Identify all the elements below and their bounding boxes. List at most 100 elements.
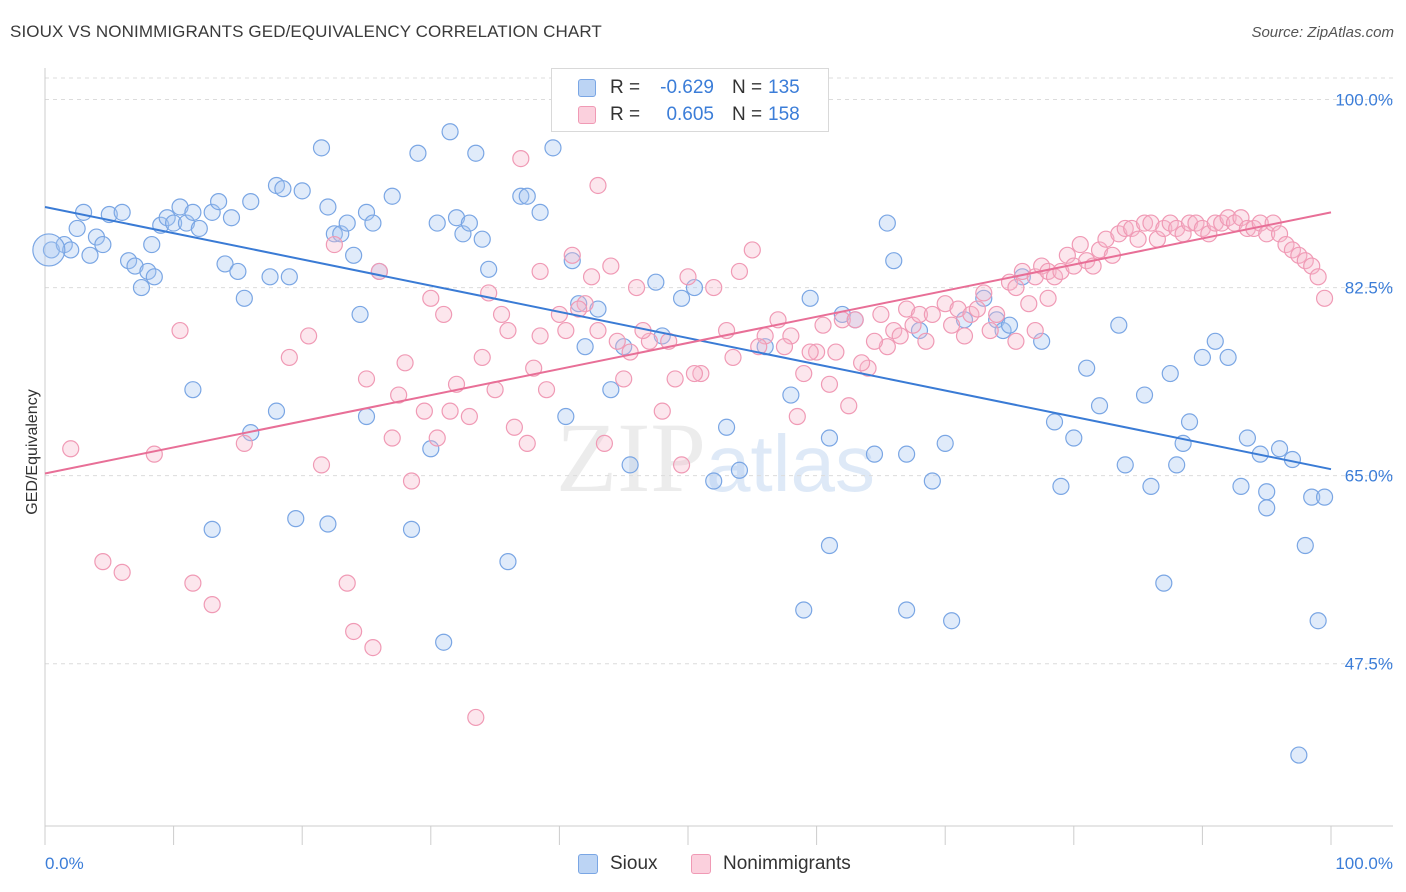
- legend-row-sioux: R = -0.629 N = 135: [552, 73, 828, 99]
- sioux-point: [1045, 413, 1064, 431]
- sioux-point: [1303, 488, 1321, 506]
- nonimmigrants-point: [473, 348, 491, 367]
- nonimmigrants-point: [203, 596, 221, 614]
- sioux-point: [1161, 364, 1179, 383]
- nonimmigrants-point: [460, 407, 478, 426]
- nonimmigrants-point: [679, 268, 697, 286]
- sioux-point: [570, 295, 588, 313]
- y-tick-label: 100.0%: [1335, 90, 1393, 109]
- nonimmigrants-point: [627, 278, 646, 297]
- nonimmigrants-point: [94, 553, 112, 571]
- sioux-point: [402, 520, 421, 538]
- nonimmigrants-point: [396, 354, 414, 372]
- sioux-point: [782, 386, 800, 404]
- nonimmigrants-point: [570, 300, 588, 318]
- nonimmigrants-point: [730, 262, 749, 281]
- sioux-point: [428, 214, 446, 232]
- sioux-point: [267, 402, 286, 420]
- sioux-point: [898, 445, 916, 463]
- sioux-point: [184, 381, 202, 399]
- nonimmigrants-point: [943, 316, 961, 334]
- nonimmigrants-point: [846, 311, 864, 329]
- nonimmigrants-point: [666, 370, 684, 388]
- nonimmigrants-point: [827, 343, 845, 361]
- sioux-point: [94, 235, 112, 254]
- nonimmigrants-point: [685, 364, 704, 383]
- sioux-point: [364, 214, 382, 232]
- nonimmigrants-point: [853, 354, 871, 372]
- sioux-point: [222, 209, 241, 227]
- sioux-point: [42, 241, 61, 259]
- sioux-point: [865, 445, 884, 463]
- sioux-point: [145, 268, 163, 286]
- nonimmigrants-point: [653, 402, 671, 420]
- nonimmigrants-point: [1090, 241, 1109, 259]
- nonimmigrants-point: [505, 418, 523, 436]
- nonimmigrants-point: [1097, 230, 1115, 248]
- sioux-point: [351, 305, 369, 324]
- nonimmigrants-point: [692, 364, 710, 383]
- nonimmigrants-point: [1007, 332, 1025, 350]
- sioux-point: [730, 461, 749, 479]
- nonimmigrants-point: [1309, 268, 1327, 286]
- nonimmigrants-points: [62, 150, 1334, 727]
- sioux-point: [184, 203, 202, 221]
- nonimmigrants-point: [615, 370, 633, 388]
- nonimmigrants-point: [820, 375, 839, 393]
- sioux-point: [1135, 386, 1154, 404]
- sioux-point: [81, 246, 99, 264]
- nonimmigrants-point: [557, 321, 575, 340]
- nonimmigrants-point: [435, 305, 453, 324]
- sioux-point: [203, 520, 221, 538]
- sioux-point: [357, 407, 376, 426]
- sioux-points: [32, 101, 1334, 764]
- nonimmigrants-point: [113, 563, 131, 581]
- nonimmigrants-point: [525, 359, 543, 377]
- nonimmigrants-legend-label: Nonimmigrants: [723, 853, 851, 874]
- nonimmigrants-r-value: 0.605: [666, 104, 714, 125]
- sioux-point: [1168, 456, 1186, 474]
- nonimmigrants-point: [1142, 214, 1160, 232]
- nonimmigrants-point: [904, 316, 922, 334]
- sioux-point: [447, 209, 466, 227]
- sioux-point: [1090, 397, 1109, 415]
- sioux-point: [32, 233, 66, 267]
- sioux-point: [441, 123, 459, 141]
- nonimmigrants-point: [621, 343, 639, 361]
- nonimmigrants-point: [499, 321, 517, 340]
- sioux-point: [357, 203, 376, 221]
- sioux-point: [473, 230, 491, 248]
- sioux-point: [518, 187, 536, 205]
- sioux-point: [480, 260, 498, 278]
- sioux-point: [943, 612, 961, 630]
- sioux-point: [210, 192, 228, 211]
- nonimmigrants-point: [968, 300, 986, 318]
- source-credit: Source: ZipAtlas.com: [1251, 24, 1394, 41]
- nonimmigrants-point: [1020, 295, 1038, 313]
- nonimmigrants-point: [1026, 321, 1044, 340]
- y-tick-label: 47.5%: [1345, 655, 1393, 674]
- sioux-point: [1315, 488, 1334, 506]
- sioux-point: [602, 381, 620, 399]
- nonimmigrants-point: [1129, 230, 1147, 248]
- sioux-point: [1193, 348, 1212, 367]
- sioux-point: [647, 273, 665, 291]
- nonimmigrants-trend-line: [44, 211, 1332, 475]
- sioux-point: [512, 187, 530, 205]
- sioux-point: [422, 440, 440, 458]
- nonimmigrants-point: [345, 622, 363, 641]
- sioux-point: [1258, 499, 1276, 517]
- nonimmigrants-point: [357, 370, 376, 388]
- nonimmigrants-point: [801, 343, 819, 361]
- sioux-point: [795, 601, 813, 619]
- sioux-point: [988, 311, 1006, 329]
- nonimmigrants-point: [795, 364, 813, 383]
- nonimmigrants-point: [1039, 289, 1057, 307]
- sioux-point: [1219, 348, 1237, 367]
- sioux-point: [229, 262, 247, 281]
- sioux-point: [171, 198, 189, 216]
- nonimmigrants-point: [807, 343, 826, 361]
- sioux-point: [557, 407, 575, 426]
- nonimmigrants-point: [518, 434, 536, 453]
- sioux-point: [621, 456, 639, 474]
